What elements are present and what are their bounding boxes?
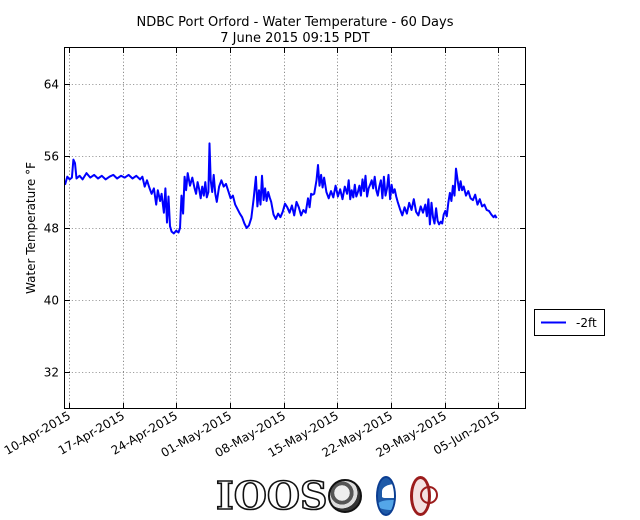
grid-layer (65, 48, 525, 408)
legend[interactable]: -2ft (534, 309, 605, 336)
y-tick-label: 48 (44, 222, 59, 236)
chart-subtitle: 7 June 2015 09:15 PDT (220, 31, 370, 46)
y-tick-label: 40 (44, 294, 59, 308)
series-layer (64, 142, 498, 235)
logo-bar: IOOS (215, 473, 439, 518)
noaa-logo-icon (376, 476, 397, 516)
ioos-logo-text: IOOS (215, 473, 328, 518)
y-axis-label: Water Temperature °F (24, 162, 38, 294)
ioos-logo: IOOS (215, 473, 363, 518)
noaa-bird-icon (382, 484, 395, 498)
seal-logo-icon (410, 476, 439, 516)
y-tick-label: 56 (44, 150, 59, 164)
noaa-wave-icon (378, 500, 395, 510)
legend-label: -2ft (576, 316, 597, 330)
plot-frame (64, 47, 526, 409)
globe-icon (328, 479, 363, 513)
y-tick-label: 64 (44, 78, 59, 92)
y-tick-label: 32 (44, 366, 59, 380)
seal-inner-icon (420, 486, 439, 504)
chart-title: NDBC Port Orford - Water Temperature - 6… (137, 15, 454, 30)
series-line-2ft (64, 142, 498, 235)
x-axis: 10-Apr-201517-Apr-201524-Apr-201501-May-… (2, 48, 502, 460)
y-axis: 32 40 48 56 64 (44, 78, 525, 380)
